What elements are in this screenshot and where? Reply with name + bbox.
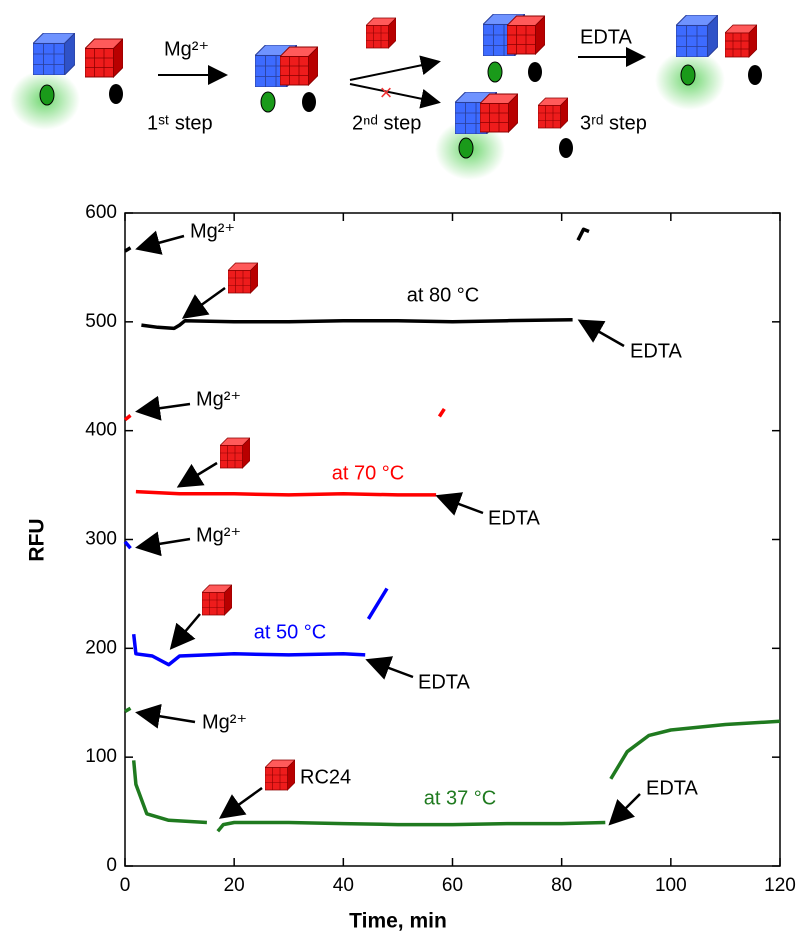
series-label: at 37 °C [424,787,496,809]
data-line [125,542,387,665]
scheme: × Mg²⁺ 1ˢᵗ step 2ⁿᵈ step EDTA 3ʳᵈ step [10,14,762,180]
page: {"scheme": {"labels": ["Mg²⁺", "1ˢᵗ step… [0,0,803,936]
annotation-arrow [140,404,190,411]
x-axis-label: Time, min [349,910,447,933]
scheme-label: 1ˢᵗ step [147,112,213,134]
annotation: Mg²⁺ [196,524,241,546]
y-tick-label: 500 [85,311,117,332]
x-tick-label: 100 [655,875,687,896]
annotation-arrow [440,497,483,513]
annotation: Mg²⁺ [196,388,241,410]
x-tick-label: 80 [551,875,572,896]
annotation: EDTA [488,507,541,529]
annotation: RC24 [300,766,351,788]
scheme-label: 3ʳᵈ step [580,112,647,134]
y-tick-label: 300 [85,529,117,550]
x-tick-label: 20 [224,875,245,896]
annotation: EDTA [418,671,471,693]
annotation-arrow [612,794,640,822]
scheme-label: Mg²⁺ [164,38,209,60]
y-tick-label: 600 [85,202,117,223]
series-label: at 50 °C [254,621,326,643]
annotation-arrow [582,322,624,346]
x-tick-label: 60 [442,875,463,896]
svg-text:×: × [380,80,393,105]
data-line [125,229,589,328]
scheme-label: EDTA [580,26,633,48]
y-tick-label: 400 [85,420,117,441]
figure: × Mg²⁺ 1ˢᵗ step 2ⁿᵈ step EDTA 3ʳᵈ step T… [0,0,803,936]
annotation-arrow [370,661,413,677]
x-tick-label: 0 [120,875,131,896]
y-tick-label: 200 [85,637,117,658]
series-label: at 80 °C [407,284,479,306]
annotation-arrow [140,236,184,248]
y-tick-label: 100 [85,746,117,767]
annotation-arrow [140,539,190,547]
annotation: EDTA [646,777,699,799]
y-tick-label: 0 [106,855,117,876]
y-axis-label: RFU [26,518,49,561]
series-label: at 70 °C [332,462,404,484]
x-tick-label: 120 [764,875,796,896]
annotation: Mg²⁺ [190,220,235,242]
scheme-label: 2ⁿᵈ step [352,112,421,134]
annotation: EDTA [630,340,683,362]
x-tick-label: 40 [333,875,354,896]
annotation: Mg²⁺ [202,711,247,733]
annotation-arrow [140,713,195,722]
